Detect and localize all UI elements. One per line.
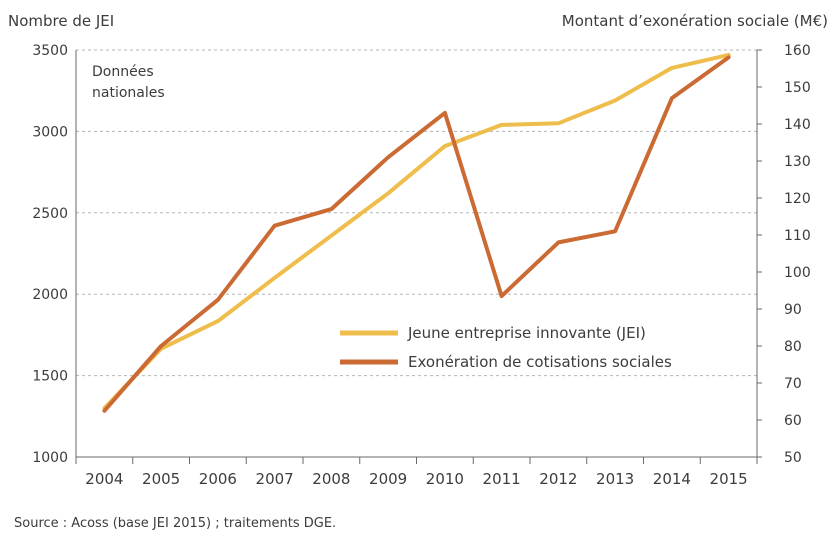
x-tick-labels: 2004 2005 2006 2007 2008 2009 2010 2011 2012 2013… [85,470,747,488]
y-axis-right-title: Montant d’exonération sociale (M€) [562,12,828,30]
y-right-tick-label: 70 [784,376,802,392]
y-left-tick-label: 2500 [32,206,68,222]
x-tick-label: 2009 [369,470,407,488]
x-tick-label: 2007 [256,470,294,488]
y-right-tick-label: 140 [784,117,811,133]
y-right-tick-label: 150 [784,80,811,96]
y-left-tick-label: 1500 [32,369,68,385]
legend-label-jei: Jeune entreprise innovante (JEI) [407,324,646,342]
y-left-tick-label: 2000 [32,287,68,303]
x-tick-label: 2008 [312,470,350,488]
y-right-tick-label: 160 [784,43,811,59]
source-note: Source : Acoss (base JEI 2015) ; traitem… [14,516,337,531]
y-right-tick-label: 50 [784,450,802,466]
chart: 1000 1500 2000 2500 3000 3500 50 60 70 80 90 100 11… [8,12,828,488]
y-right-tick-label: 130 [784,154,811,170]
y-right-tick-label: 60 [784,413,802,429]
right-tick-labels: 50 60 70 80 90 100 110 120 130 140 150 160 [757,43,811,466]
y-right-tick-label: 120 [784,191,811,207]
x-tick-label: 2014 [653,470,691,488]
annotation-line-1: Données [92,64,154,80]
x-tick-label: 2005 [142,470,180,488]
legend: Jeune entreprise innovante (JEI) Exonéra… [340,324,672,371]
annotation-line-2: nationales [92,85,165,101]
series-line-jei [102,52,731,411]
x-tick-label: 2010 [426,470,464,488]
x-tick-label: 2012 [539,470,577,488]
y-right-tick-label: 80 [784,339,802,355]
y-right-tick-label: 110 [784,228,811,244]
y-axis-left-title: Nombre de JEI [8,12,114,30]
left-tick-labels: 1000 1500 2000 2500 3000 3500 [32,43,68,466]
x-tick-label: 2011 [483,470,521,488]
x-tick-label: 2006 [199,470,237,488]
y-left-tick-label: 1000 [32,450,68,466]
x-tick-label: 2015 [710,470,748,488]
y-right-tick-label: 100 [784,265,811,281]
x-tick-label: 2013 [596,470,634,488]
series-lines [102,52,731,413]
legend-label-exoneration: Exonération de cotisations sociales [408,353,672,371]
x-tick-label: 2004 [85,470,123,488]
series-line-exoneration [102,55,731,413]
x-tick-marks [75,457,758,464]
y-left-tick-label: 3500 [32,43,68,59]
y-right-tick-label: 90 [784,302,802,318]
y-left-tick-label: 3000 [32,124,68,140]
